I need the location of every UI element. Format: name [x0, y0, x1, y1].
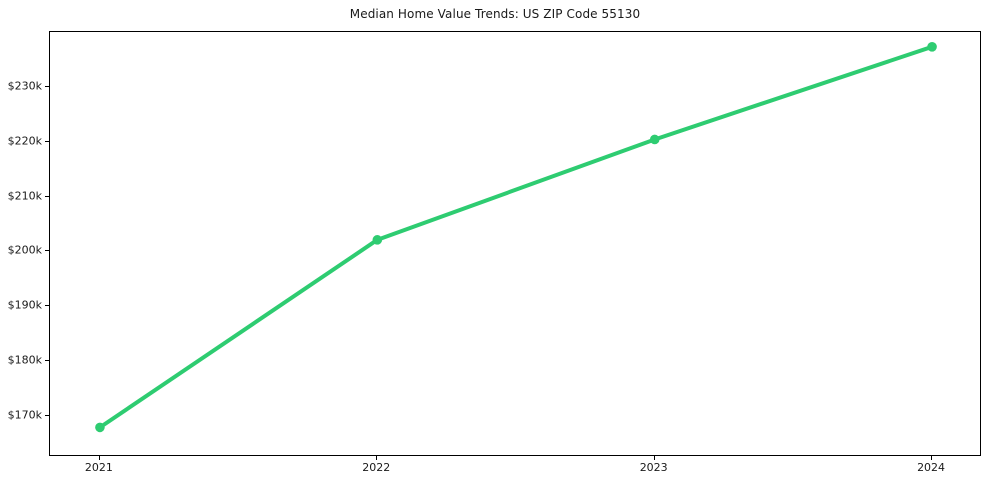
x-tick-label: 2024 [917, 461, 946, 474]
series-line-median-home-value [97, 44, 935, 430]
y-tick-mark [45, 250, 49, 251]
x-tick-mark [376, 456, 377, 460]
x-tick-label: 2021 [84, 461, 113, 474]
series-markers [95, 42, 937, 433]
data-point-marker [649, 134, 660, 145]
y-tick-label: $200k [7, 243, 42, 257]
x-tick-mark [931, 456, 932, 460]
x-tick-label: 2022 [362, 461, 391, 474]
data-point-marker [927, 42, 937, 52]
y-tick-mark [45, 86, 49, 87]
y-tick-mark [45, 305, 49, 306]
y-tick-label: $220k [7, 134, 42, 148]
y-tick-mark [45, 141, 49, 142]
y-tick-label: $180k [7, 353, 42, 367]
data-point-marker [372, 235, 383, 245]
chart-title: Median Home Value Trends: US ZIP Code 55… [349, 7, 641, 21]
y-tick-label: $190k [7, 298, 42, 312]
line-chart-svg [95, 42, 937, 433]
y-tick-mark [45, 360, 49, 361]
y-tick-label: $230k [7, 79, 42, 93]
y-tick-mark [45, 196, 49, 197]
x-tick-mark [654, 456, 655, 460]
x-tick-mark [99, 456, 100, 460]
x-tick-label: 2023 [639, 461, 668, 474]
y-tick-mark [45, 415, 49, 416]
y-tick-label: $210k [7, 189, 42, 203]
data-point-marker [95, 422, 105, 433]
y-axis-tick-labels: $170k $180k $190k $200k $210k $220k $230k [0, 0, 42, 490]
plot-area [49, 31, 981, 456]
y-tick-label: $170k [7, 408, 42, 422]
